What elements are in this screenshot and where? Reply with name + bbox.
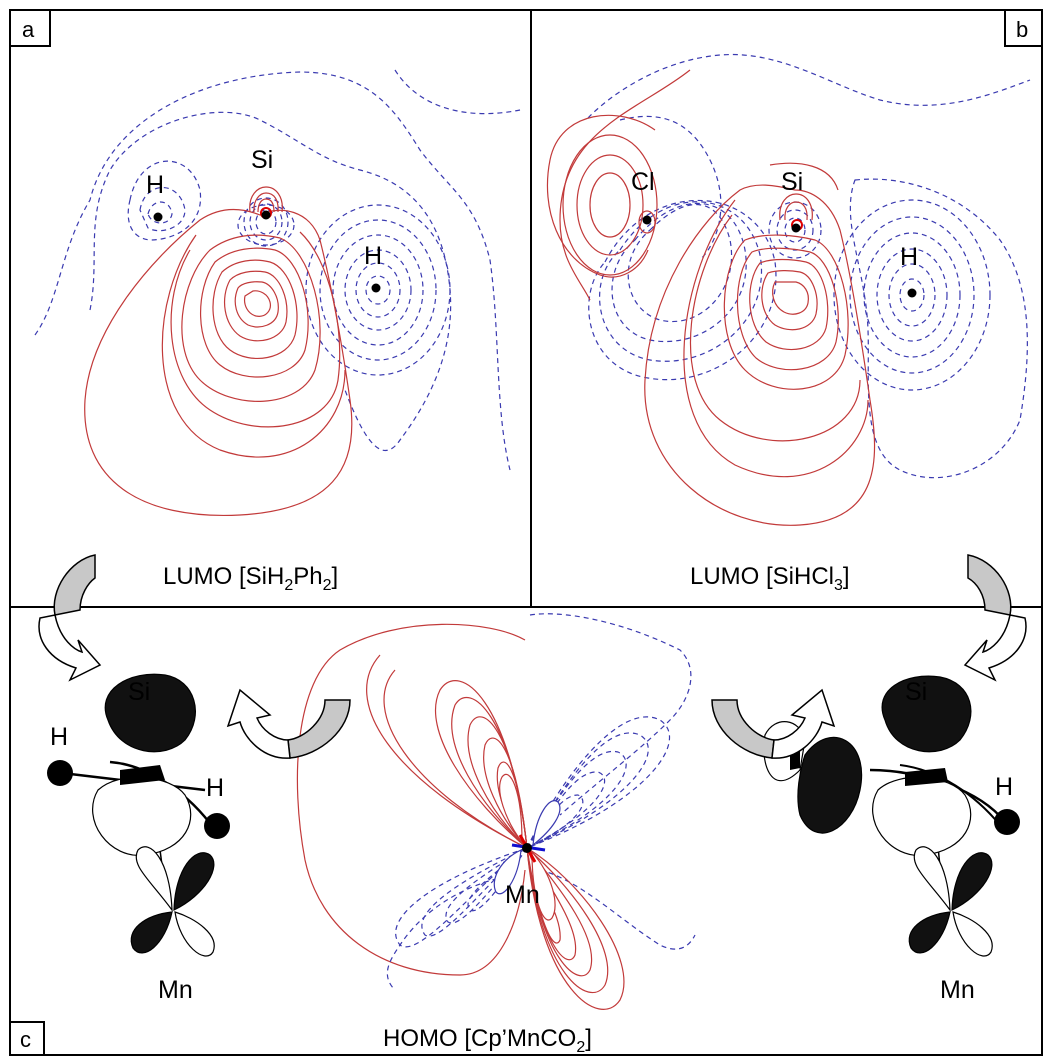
left-schematic-h-right-label: H (206, 774, 224, 802)
panel-tag-c-text: c (20, 1027, 31, 1052)
panel-b-caption-sub1: 3 (834, 577, 843, 594)
panel-a-caption: LUMO [SiH2Ph2] (163, 563, 338, 594)
arrow-bottom-right (711, 688, 836, 759)
panel-a-caption-end: ] (332, 563, 339, 590)
panel-c-homo-contour-plot (296, 613, 696, 1010)
panel-a-h-right-label: H (364, 242, 382, 270)
panel-c-caption-sub1: 2 (576, 1039, 585, 1056)
panel-a-caption-main: LUMO [SiH (163, 563, 284, 590)
panel-tag-c: c (9, 1021, 45, 1056)
panel-a-caption-sub1: 2 (284, 577, 293, 594)
panel-c-caption: HOMO [Cp’MnCO2] (383, 1025, 592, 1056)
panel-a-si-label: Si (251, 146, 273, 174)
panel-b-caption-end: ] (843, 563, 850, 590)
panel-b-cl-label: Cl (631, 168, 655, 196)
panel-b-h-label: H (900, 243, 918, 271)
panel-a-contour-plot (34, 69, 521, 517)
panel-a-h-left-label: H (146, 171, 164, 199)
panel-a-caption-sub2: 2 (323, 577, 332, 594)
panel-b-caption: LUMO [SiHCl3] (690, 563, 850, 594)
right-schematic-si-label: Si (905, 678, 927, 706)
left-schematic-mn-label: Mn (158, 976, 193, 1004)
panel-a-caption-mid: Ph (293, 563, 322, 590)
panel-tag-b-text: b (1016, 17, 1028, 42)
outer-frame (9, 9, 1043, 1056)
panel-b-contour-plot (546, 53, 1031, 526)
left-schematic-h-left-label: H (50, 723, 68, 751)
panel-tag-a: a (9, 9, 51, 47)
panel-c-caption-main: HOMO [Cp’MnCO (383, 1025, 576, 1052)
panel-b-si-label: Si (781, 168, 803, 196)
arrow-top-right (963, 554, 1027, 682)
right-schematic-h-label: H (995, 773, 1013, 801)
panel-b-caption-main: LUMO [SiHCl (690, 563, 834, 590)
left-orbital-schematic (47, 673, 230, 957)
panel-c-caption-end: ] (585, 1025, 592, 1052)
arrow-top-left (38, 554, 102, 682)
panel-tag-b: b (1004, 9, 1043, 47)
panel-tag-a-text: a (22, 17, 35, 42)
arrow-bottom-left (226, 688, 351, 759)
right-schematic-mn-label: Mn (940, 976, 975, 1004)
panel-c-mn-label: Mn (505, 881, 540, 909)
left-schematic-si-label: Si (128, 678, 150, 706)
